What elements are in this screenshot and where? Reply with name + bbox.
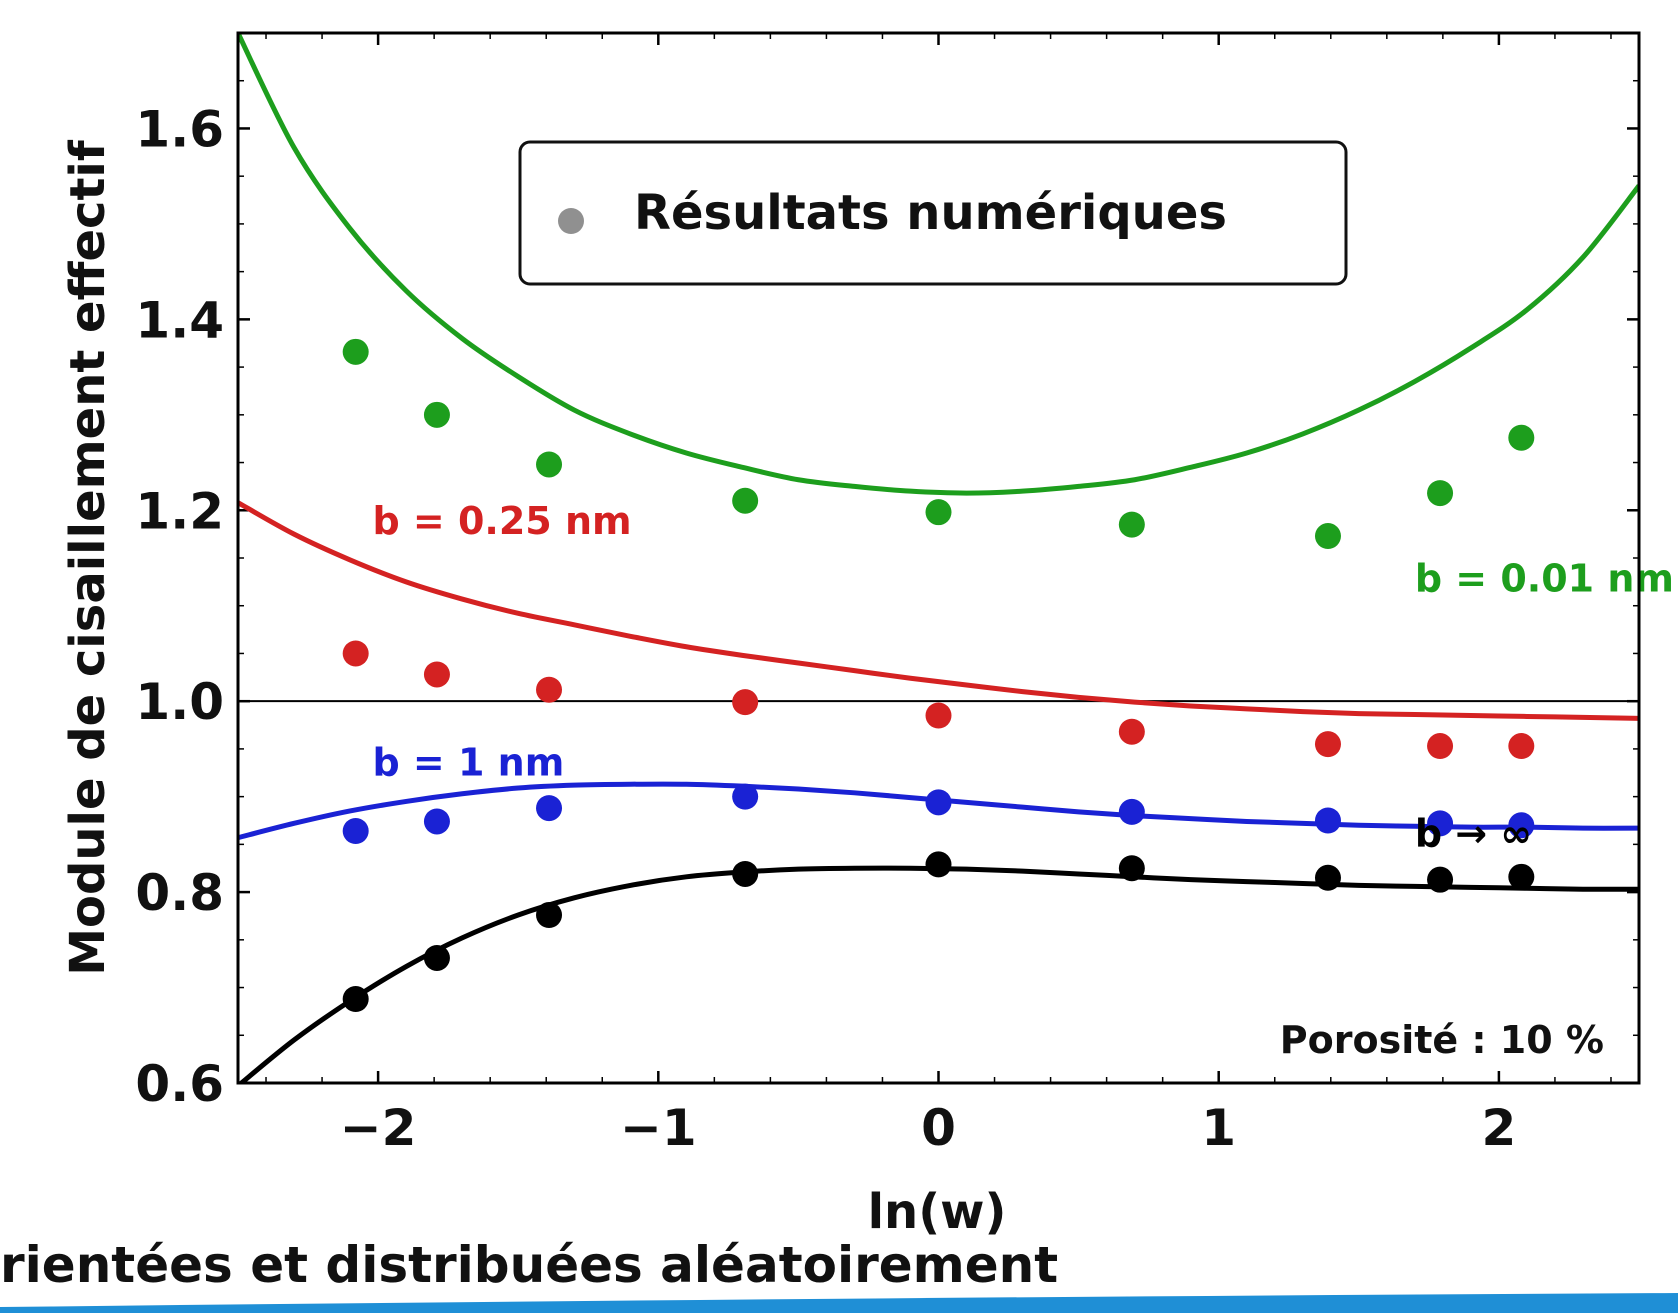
tick-labels: −2 −1 0 1 2 0.6 0.8 1.0 1.2 1.4 1.6 xyxy=(135,100,1516,1157)
data-point xyxy=(925,851,952,878)
series-label: b → ∞ xyxy=(1415,811,1532,855)
data-point xyxy=(1314,731,1341,758)
series-labels: b = 0.01 nm b = 0.25 nm b = 1 nm b → ∞ xyxy=(372,499,1673,855)
data-point xyxy=(536,676,563,703)
data-point xyxy=(536,451,563,478)
legend: Résultats numériques xyxy=(518,140,1348,286)
x-tick-label: −1 xyxy=(620,1099,697,1157)
y-tick-label: 1.4 xyxy=(135,291,224,349)
y-tick-label: 1.6 xyxy=(135,100,224,158)
y-axis-label: Module de cisaillement effectif xyxy=(60,139,116,976)
data-point xyxy=(1314,864,1341,891)
data-point xyxy=(342,818,369,844)
data-point xyxy=(1314,807,1341,834)
legend-marker xyxy=(558,208,584,234)
plot-frame xyxy=(236,31,1641,1085)
series-label: b = 0.25 nm xyxy=(372,499,631,543)
x-tick-label: −2 xyxy=(340,1099,417,1157)
data-point xyxy=(423,944,450,971)
data-point xyxy=(1118,798,1145,825)
data-point xyxy=(1427,810,1454,837)
data-point xyxy=(1427,480,1454,507)
data-point xyxy=(925,702,952,729)
data-point xyxy=(1508,812,1535,839)
data-point xyxy=(536,902,563,928)
y-tick-label: 0.6 xyxy=(135,1055,224,1113)
slide-caption: rientées et distribuées aléatoirement xyxy=(0,1236,1059,1294)
porosity-annotation: Porosité : 10 % xyxy=(1280,1018,1604,1062)
x-tick-label: 1 xyxy=(1201,1099,1236,1157)
data-point xyxy=(1118,855,1145,882)
fit-curve xyxy=(238,33,1639,496)
series-label: b = 0.01 nm xyxy=(1415,556,1674,600)
series-label: b = 1 nm xyxy=(372,741,564,785)
data-point xyxy=(423,661,450,688)
data-point xyxy=(732,487,759,514)
data-point xyxy=(732,783,759,810)
legend-label: Résultats numériques xyxy=(634,185,1227,241)
y-tick-label: 1.2 xyxy=(135,482,224,540)
data-point xyxy=(1118,511,1145,538)
data-point xyxy=(732,689,759,716)
fit-curve xyxy=(238,500,1639,721)
data-point xyxy=(1427,866,1454,893)
data-point xyxy=(1508,733,1535,760)
data-point xyxy=(342,338,369,365)
x-tick-label: 0 xyxy=(921,1099,956,1157)
data-point xyxy=(1508,424,1535,451)
data-point xyxy=(423,401,450,428)
data-point xyxy=(1508,863,1535,890)
data-point xyxy=(925,789,952,816)
y-tick-label: 0.8 xyxy=(135,864,224,922)
x-axis-label: ln(w) xyxy=(868,1184,1007,1240)
data-point xyxy=(536,795,563,822)
legend-box xyxy=(518,140,1348,286)
x-tick-label: 2 xyxy=(1482,1099,1517,1157)
data-point xyxy=(423,808,450,835)
footer-decoration xyxy=(0,1293,1678,1313)
data-point xyxy=(1314,523,1341,550)
data-point xyxy=(1118,718,1145,745)
data-point xyxy=(342,986,369,1012)
data-point xyxy=(1427,733,1454,760)
data-point xyxy=(732,860,759,887)
ticks xyxy=(238,33,1639,1085)
data-point xyxy=(342,640,369,667)
data-point xyxy=(925,499,952,526)
y-tick-label: 1.0 xyxy=(135,673,224,731)
data-points xyxy=(342,338,1535,1012)
